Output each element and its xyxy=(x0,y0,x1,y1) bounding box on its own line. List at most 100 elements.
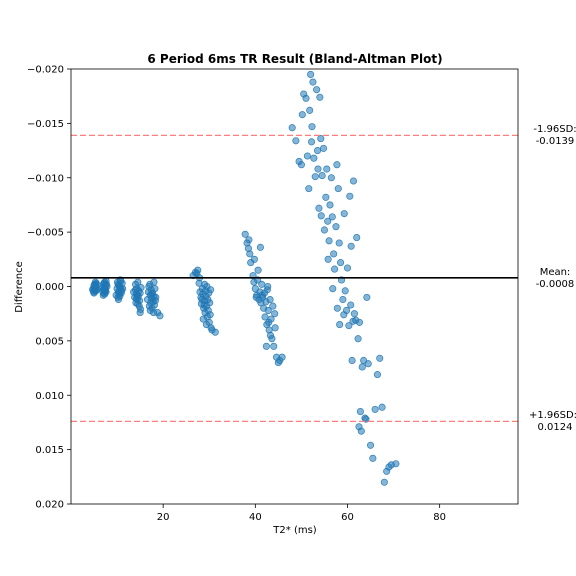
x-axis-label: T2* (ms) xyxy=(272,525,317,536)
data-point xyxy=(307,70,315,78)
data-point xyxy=(347,301,355,309)
data-point xyxy=(246,250,254,258)
data-point xyxy=(355,318,364,326)
data-point xyxy=(345,322,353,330)
x-axis-ticks: 20 40 60 80 xyxy=(157,504,446,523)
data-point xyxy=(340,210,348,218)
x-tick-label: 20 xyxy=(157,512,170,523)
data-point xyxy=(245,236,253,244)
y-tick-label: 0.005 xyxy=(35,336,64,347)
data-point xyxy=(335,239,343,247)
chart-title: 6 Period 6ms TR Result (Bland-Altman Plo… xyxy=(147,52,442,66)
data-point xyxy=(117,277,125,285)
y-tick-label: 0.000 xyxy=(35,282,64,293)
data-point xyxy=(373,371,382,379)
data-point xyxy=(380,478,388,486)
data-point xyxy=(133,291,141,299)
data-point xyxy=(369,454,377,462)
data-point xyxy=(354,335,362,343)
data-point xyxy=(211,328,219,336)
data-point xyxy=(146,306,154,314)
data-point xyxy=(256,243,264,251)
data-point xyxy=(339,295,347,304)
data-point xyxy=(327,174,335,182)
lower-limit-label-line1: +1.96SD: xyxy=(529,410,576,421)
y-tick-label: 0.015 xyxy=(35,445,64,456)
data-point xyxy=(326,201,334,209)
data-point xyxy=(297,161,305,169)
scatter-points xyxy=(89,70,400,486)
data-point xyxy=(298,111,306,119)
data-point xyxy=(313,147,322,155)
data-point xyxy=(330,250,338,258)
mean-label-line2: -0.0008 xyxy=(536,279,575,290)
data-point xyxy=(134,278,142,286)
data-point xyxy=(252,293,260,301)
data-point xyxy=(193,269,201,278)
data-point xyxy=(350,310,358,318)
data-point xyxy=(308,123,316,131)
data-point xyxy=(317,135,325,143)
data-point xyxy=(262,342,270,350)
data-point xyxy=(265,318,273,326)
data-point xyxy=(320,226,329,234)
data-point xyxy=(317,212,325,220)
data-point xyxy=(150,278,158,286)
data-point xyxy=(340,311,348,319)
data-point xyxy=(329,285,337,293)
data-point xyxy=(271,324,279,332)
data-point xyxy=(358,363,366,371)
data-point xyxy=(309,78,317,86)
data-point xyxy=(325,237,333,245)
data-point xyxy=(366,441,375,449)
data-point xyxy=(292,137,300,145)
data-point xyxy=(341,287,349,295)
data-point xyxy=(269,302,277,310)
data-point xyxy=(336,321,344,329)
data-point xyxy=(201,280,209,288)
y-tick-label: −0.005 xyxy=(27,228,64,239)
data-point xyxy=(316,93,324,101)
lower-limit-label-line2: 0.0124 xyxy=(538,422,573,433)
data-point xyxy=(315,204,323,212)
data-point xyxy=(200,301,208,309)
data-point xyxy=(332,223,340,231)
upper-limit-label-line1: -1.96SD: xyxy=(533,124,576,135)
data-point xyxy=(264,282,272,291)
data-point xyxy=(271,310,279,318)
data-point xyxy=(136,309,144,317)
data-point xyxy=(99,284,107,292)
data-point xyxy=(266,331,275,339)
data-point xyxy=(324,217,332,225)
data-point xyxy=(306,106,314,114)
data-point xyxy=(324,255,332,263)
data-point xyxy=(343,264,352,272)
data-point xyxy=(152,293,160,301)
data-point xyxy=(278,353,286,361)
data-point xyxy=(206,311,214,319)
data-point xyxy=(337,259,345,267)
data-point xyxy=(349,177,358,185)
data-point xyxy=(333,161,341,169)
x-tick-label: 60 xyxy=(341,512,354,523)
data-point xyxy=(310,154,318,162)
y-tick-label: −0.010 xyxy=(27,173,64,184)
y-axis-label: Difference xyxy=(14,261,25,313)
upper-limit-label-line2: -0.0139 xyxy=(536,136,575,147)
data-point xyxy=(303,152,311,160)
data-point xyxy=(305,185,313,193)
data-point xyxy=(145,282,153,291)
y-axis-ticks: −0.020 −0.015 −0.010 −0.005 0.000 0.005 0.010 0… xyxy=(27,65,71,511)
data-point xyxy=(311,173,319,181)
data-point xyxy=(115,289,123,297)
y-tick-label: 0.020 xyxy=(35,500,64,511)
data-point xyxy=(258,280,266,288)
data-point xyxy=(357,427,365,435)
data-point xyxy=(364,360,372,368)
data-point xyxy=(349,317,357,325)
data-point xyxy=(92,287,100,295)
data-point xyxy=(348,356,356,365)
data-point xyxy=(346,192,354,200)
data-point xyxy=(156,312,164,320)
